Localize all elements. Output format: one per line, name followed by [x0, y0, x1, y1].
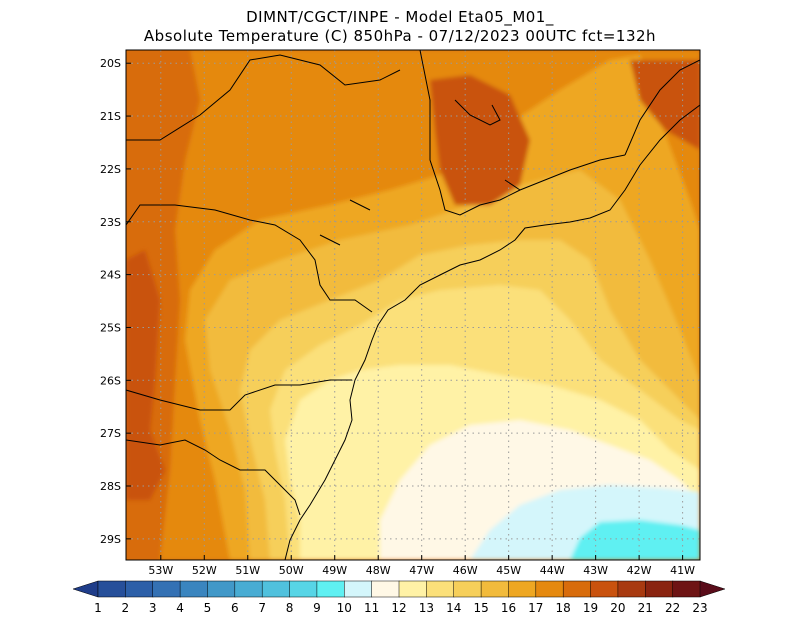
lon-tick-label: 53W: [148, 564, 173, 577]
colorbar-label: 4: [176, 601, 184, 615]
colorbar-swatch: [125, 580, 154, 598]
lon-tick-label: 44W: [540, 564, 565, 577]
colorbar-swatch: [672, 580, 701, 598]
colorbar-label: 8: [286, 601, 294, 615]
colorbar-swatch: [645, 580, 674, 598]
lon-tick-label: 41W: [670, 564, 695, 577]
colorbar-swatch: [261, 580, 291, 598]
lat-tick-label: 25S: [100, 321, 121, 334]
state-border: [419, 50, 626, 216]
lat-tick-label: 23S: [100, 216, 121, 229]
colorbar-swatch: [426, 580, 455, 598]
coastline: [284, 104, 700, 560]
coastline-and-borders: [126, 50, 700, 560]
colorbar-swatch: [508, 580, 537, 598]
state-border: [126, 54, 401, 141]
lon-tick-label: 43W: [583, 564, 608, 577]
colorbar: 1 2 3 4 5 6 7 8 9 10 11 12 13 14 15 16 17 18 19 20 21 22 23: [72, 580, 726, 615]
lat-tick-label: 29S: [100, 533, 121, 546]
lon-tick-label: 45W: [496, 564, 521, 577]
state-border: [624, 59, 700, 156]
river-outline: [319, 99, 521, 246]
field-region-10: [570, 520, 700, 560]
colorbar-swatch: [316, 580, 345, 598]
colorbar-swatch: [371, 580, 400, 598]
colorbar-label: 16: [501, 601, 516, 615]
colorbar-swatch: [617, 580, 646, 598]
lon-tick-label: 51W: [235, 564, 260, 577]
colorbar-swatch: [97, 580, 126, 598]
colorbar-swatch: [480, 580, 510, 598]
colorbar-swatch: [398, 580, 427, 598]
lat-tick-label: 22S: [100, 163, 121, 176]
axis-ticks: 53W 52W 51W 50W 49W 48W 47W 46W 45W 44W 43W 42W 41W 2…: [100, 57, 695, 577]
colorbar-label: 23: [692, 601, 707, 615]
colorbar-label: 9: [313, 601, 321, 615]
colorbar-label: 17: [528, 601, 543, 615]
state-border: [126, 204, 373, 313]
state-border: [126, 379, 352, 411]
colorbar-label: 1: [94, 601, 102, 615]
colorbar-label: 11: [364, 601, 379, 615]
lat-tick-label: 24S: [100, 269, 121, 282]
colorbar-swatch: [590, 580, 619, 598]
colorbar-label: 22: [665, 601, 680, 615]
lat-tick-label: 20S: [100, 57, 121, 70]
lon-tick-label: 42W: [627, 564, 652, 577]
colorbar-label: 13: [419, 601, 434, 615]
colorbar-label: 3: [149, 601, 157, 615]
colorbar-label: 6: [231, 601, 239, 615]
map-title-line-2: Absolute Temperature (C) 850hPa - 07/12/…: [143, 27, 657, 45]
lon-tick-label: 47W: [409, 564, 434, 577]
lon-tick-label: 52W: [192, 564, 217, 577]
map-title-line-1: DIMNT/CGCT/INPE - Model Eta05_M01_: [246, 8, 554, 26]
colorbar-label: 14: [446, 601, 461, 615]
graticule-grid: [126, 50, 700, 560]
colorbar-label: 21: [638, 601, 653, 615]
colorbar-label: 5: [204, 601, 212, 615]
colorbar-swatch: [207, 580, 236, 598]
lat-tick-label: 28S: [100, 480, 121, 493]
colorbar-label: 2: [122, 601, 130, 615]
state-border: [126, 439, 301, 516]
lat-tick-label: 27S: [100, 427, 121, 440]
colorbar-swatch: [344, 580, 373, 598]
lon-tick-label: 46W: [453, 564, 478, 577]
colorbar-label: 19: [583, 601, 598, 615]
colorbar-label: 7: [258, 601, 266, 615]
lat-tick-label: 21S: [100, 110, 121, 123]
colorbar-swatch: [453, 580, 482, 598]
lat-tick-label: 26S: [100, 374, 121, 387]
temperature-field: [126, 50, 700, 560]
plot-frame: [125, 49, 701, 561]
colorbar-swatch: [562, 580, 592, 598]
colorbar-lower-extension: [72, 580, 99, 598]
field-region-20: [126, 250, 165, 500]
colorbar-label: 12: [391, 601, 406, 615]
colorbar-label: 18: [556, 601, 571, 615]
colorbar-swatch: [289, 580, 318, 598]
colorbar-swatch: [535, 580, 564, 598]
lon-tick-label: 49W: [322, 564, 347, 577]
colorbar-swatch: [179, 580, 209, 598]
colorbar-label: 10: [337, 601, 352, 615]
field-region-20: [430, 75, 530, 205]
colorbar-label: 20: [610, 601, 625, 615]
lon-tick-label: 50W: [279, 564, 304, 577]
colorbar-swatch: [152, 580, 181, 598]
colorbar-upper-extension: [699, 580, 726, 598]
colorbar-swatch: [234, 580, 263, 598]
lon-tick-label: 48W: [366, 564, 391, 577]
colorbar-label: 15: [473, 601, 488, 615]
